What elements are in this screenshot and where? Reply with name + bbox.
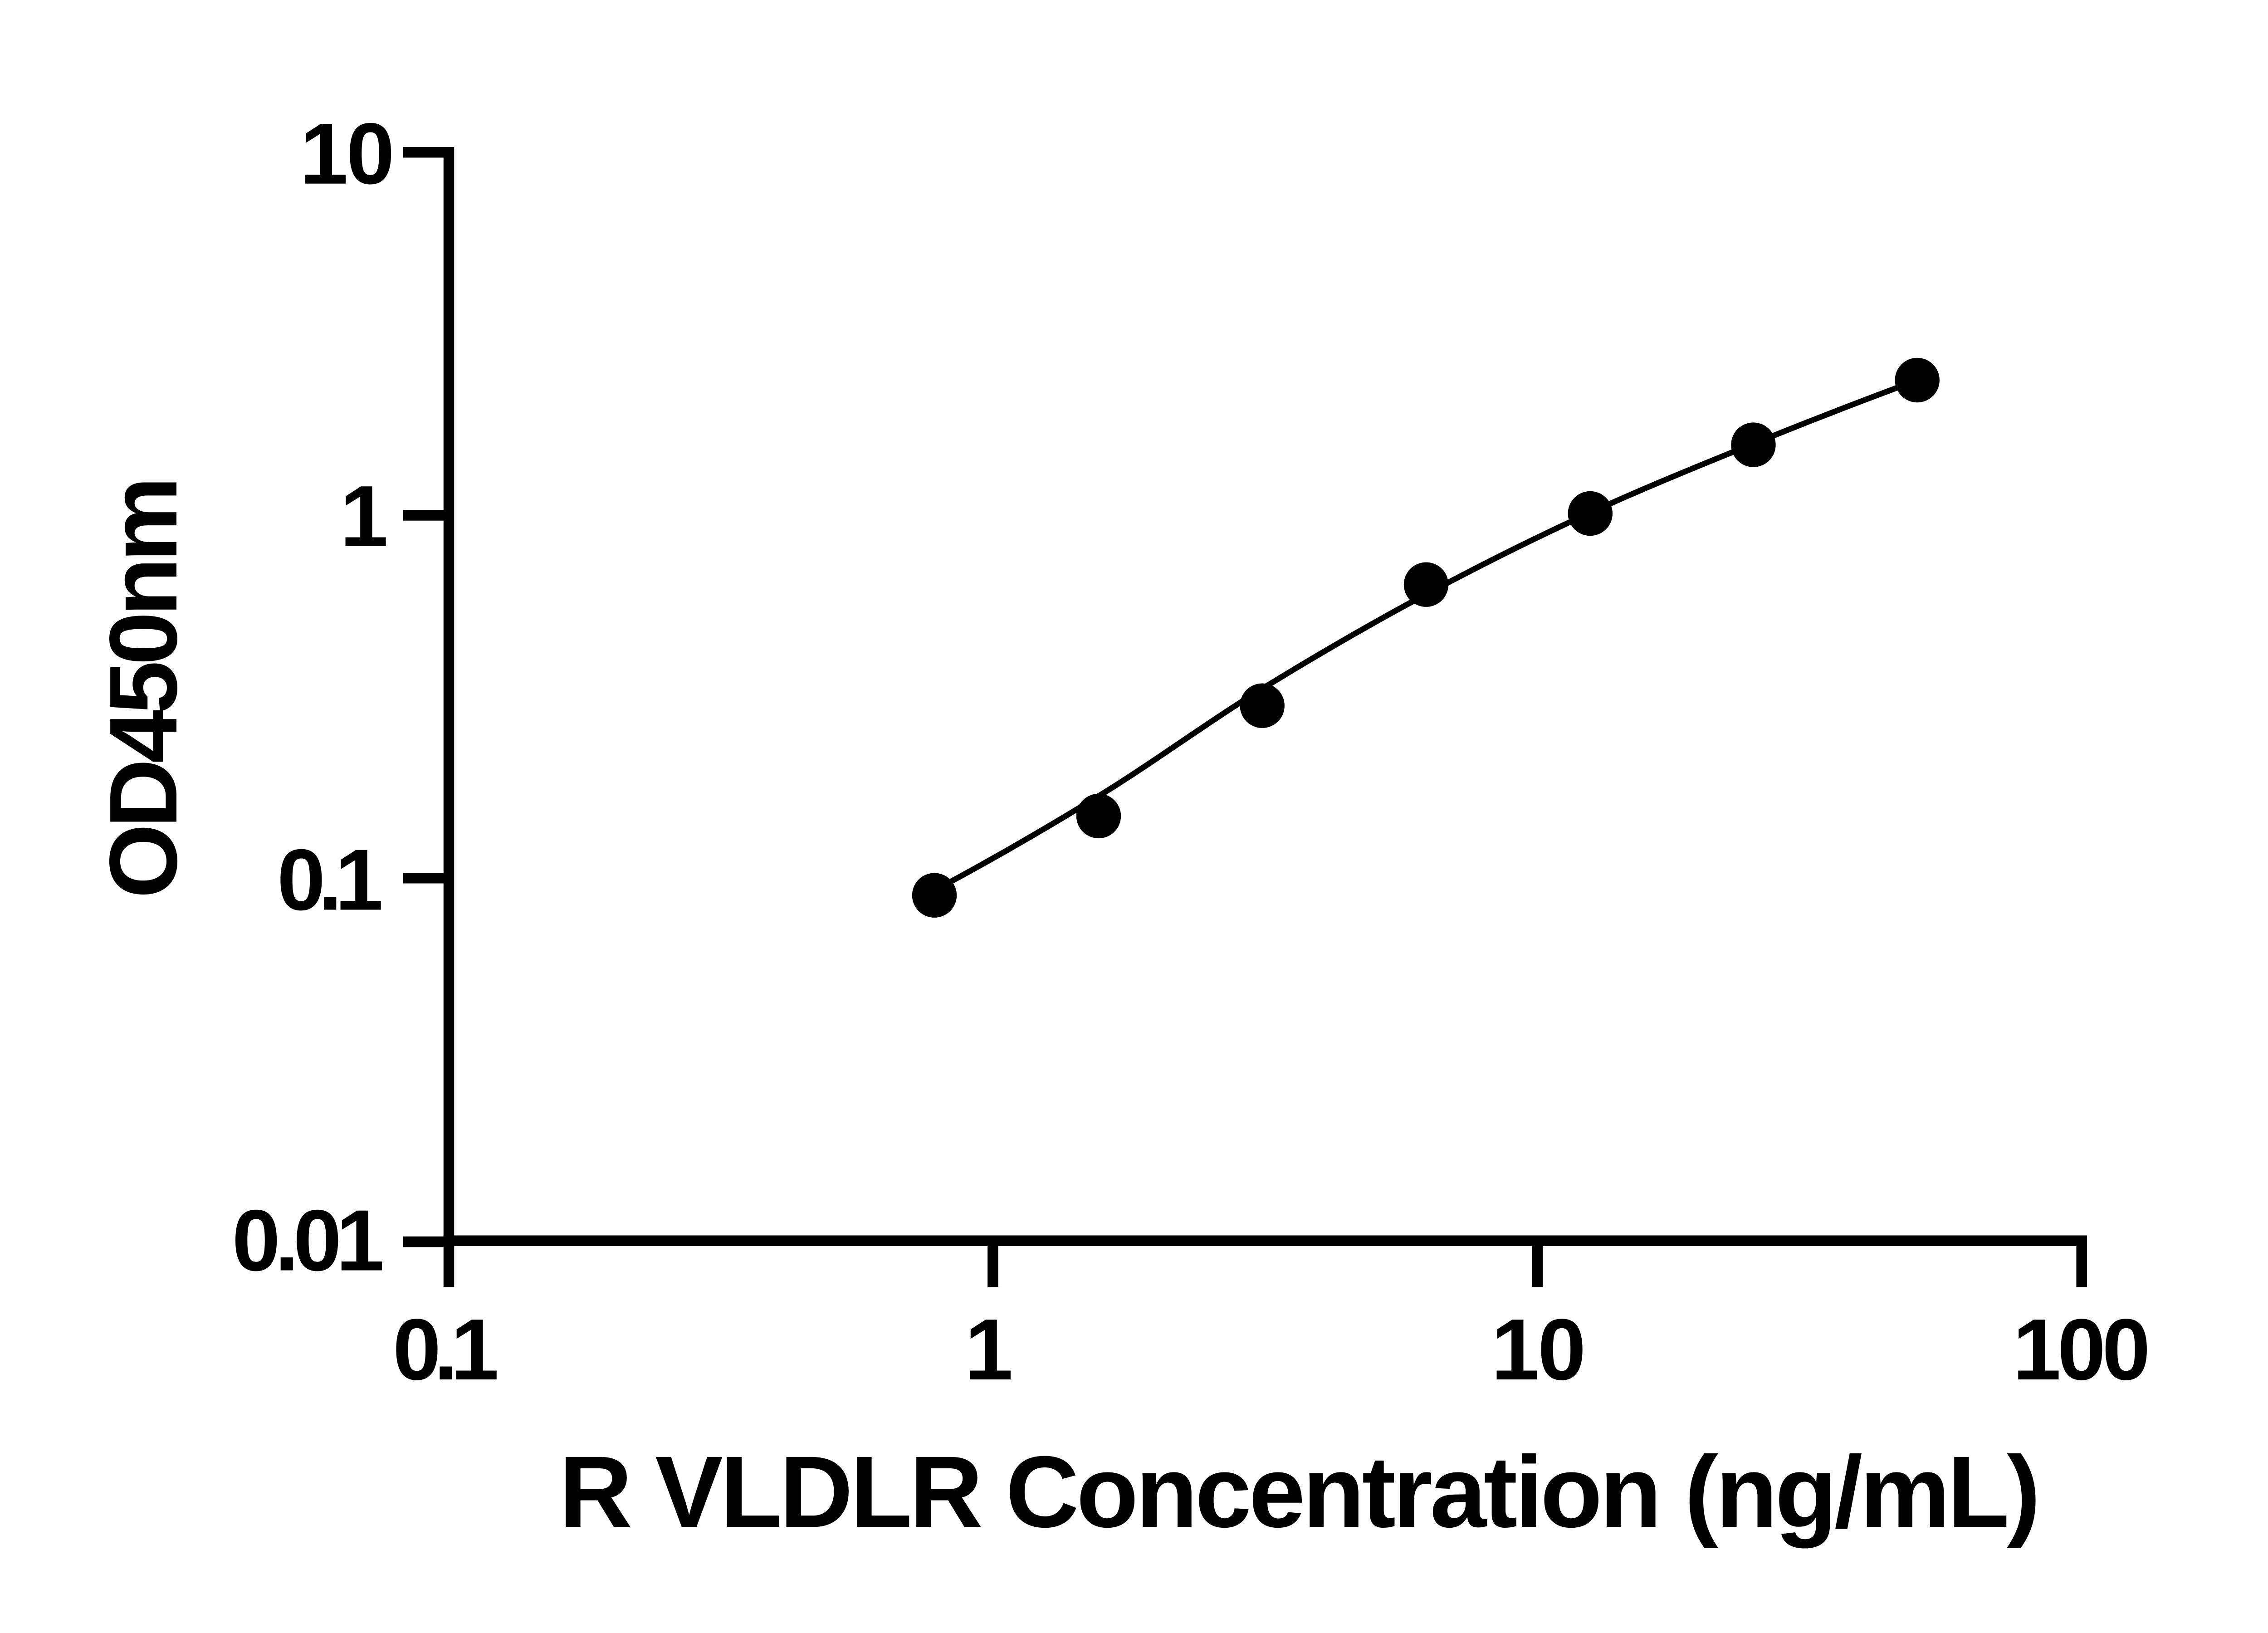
svg-text:0.1: 0.1	[277, 831, 381, 929]
svg-text:0.1: 0.1	[393, 1301, 497, 1398]
svg-text:OD450nm: OD450nm	[89, 481, 197, 898]
svg-text:100: 100	[2013, 1301, 2147, 1398]
svg-text:1: 1	[965, 1301, 1013, 1398]
svg-text:10: 10	[1491, 1301, 1584, 1398]
svg-text:0.01: 0.01	[232, 1192, 382, 1289]
svg-text:R VLDLR Concentration (ng/mL): R VLDLR Concentration (ng/mL)	[559, 1435, 2038, 1549]
svg-text:10: 10	[300, 105, 393, 202]
svg-text:1: 1	[340, 468, 388, 565]
